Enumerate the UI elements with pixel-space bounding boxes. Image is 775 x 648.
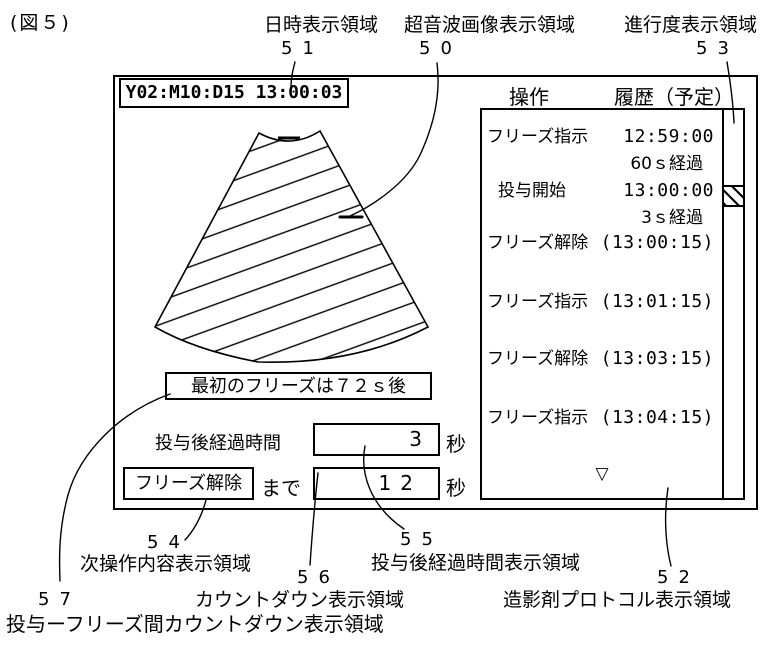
callout-num-56: 56 <box>297 567 340 588</box>
protocol-history-panel: フリーズ指示 12:59:00 60ｓ経過 投与開始 13:00:00 3ｓ経過… <box>480 108 745 500</box>
protocol-row: 3ｓ経過 <box>482 206 722 230</box>
operation-name: フリーズ解除 <box>487 233 589 253</box>
operation-name: フリーズ解除 <box>487 349 589 369</box>
protocol-row: フリーズ解除 (13:00:15) <box>482 231 722 255</box>
figure-caption: (図５) <box>10 12 71 34</box>
elapsed-time-value-box: 3 <box>313 423 440 456</box>
callout-num-55: 55 <box>400 529 443 550</box>
operation-time: 13:00:00 <box>623 180 714 201</box>
protocol-row: フリーズ指示 (13:04:15) <box>482 406 722 430</box>
callout-label-dose-freeze-area: 投与ーフリーズ間カウントダウン表示領域 <box>6 612 384 636</box>
countdown-value-box: 12 <box>313 467 440 500</box>
datetime-display: Y02:M10:D15 13:00:03 <box>119 78 349 108</box>
progress-indicator-strip <box>722 110 743 498</box>
first-freeze-countdown-box: 最初のフリーズは７２ｓ後 <box>165 372 432 400</box>
until-label: まで <box>261 476 301 500</box>
operation-name: フリーズ指示 <box>487 292 589 312</box>
callout-num-57: 57 <box>38 589 81 610</box>
history-column-header-operation: 操作 <box>509 85 549 109</box>
callout-label-progress-area: 進行度表示領域 <box>624 14 758 36</box>
elapsed-note: 3ｓ経過 <box>641 208 703 228</box>
protocol-row: フリーズ解除 (13:03:15) <box>482 347 722 371</box>
protocol-row: フリーズ指示 (13:01:15) <box>482 290 722 314</box>
protocol-row: 投与開始 13:00:00 <box>482 179 722 203</box>
elapsed-time-unit: 秒 <box>446 432 466 456</box>
callout-label-countdown-area: カウントダウン表示領域 <box>195 589 405 611</box>
protocol-row: 60ｓ経過 <box>482 152 722 176</box>
operation-time: (13:03:15) <box>600 348 714 369</box>
ultrasound-sector-image <box>153 129 430 364</box>
operation-time: (13:04:15) <box>600 407 714 428</box>
operation-name: 投与開始 <box>498 181 566 201</box>
triangle-down-icon: ▽ <box>595 464 609 484</box>
callout-label-elapsed-area: 投与後経過時間表示領域 <box>371 552 581 574</box>
operation-time: (13:01:15) <box>600 291 714 312</box>
callout-label-protocol-area: 造影剤プロトコル表示領域 <box>503 589 732 611</box>
operation-name: フリーズ指示 <box>487 408 589 428</box>
callout-num-50: 50 <box>419 38 462 59</box>
callout-label-next-op-area: 次操作内容表示領域 <box>80 553 252 575</box>
countdown-unit: 秒 <box>446 476 466 500</box>
sector-outline <box>153 129 430 364</box>
callout-num-51: 51 <box>281 38 324 59</box>
ultrasound-screen-frame: Y02:M10:D15 13:00:03 操作 履歴（予定） フリーズ指示 12… <box>113 75 758 510</box>
history-column-header-schedule: 履歴（予定） <box>614 85 734 109</box>
operation-time: 12:59:00 <box>623 126 714 147</box>
callout-label-datetime-area: 日時表示領域 <box>264 14 379 36</box>
operation-name: フリーズ指示 <box>487 127 589 147</box>
elapsed-note: 60ｓ経過 <box>630 154 703 174</box>
callout-label-ultrasound-area: 超音波画像表示領域 <box>404 14 576 36</box>
callout-num-52: 52 <box>657 567 700 588</box>
elapsed-time-label: 投与後経過時間 <box>155 433 281 454</box>
callout-num-53: 53 <box>696 38 739 59</box>
callout-num-54: 54 <box>147 532 190 553</box>
operation-time: (13:00:15) <box>600 232 714 253</box>
next-operation-box: フリーズ解除 <box>123 467 254 500</box>
protocol-row: フリーズ指示 12:59:00 <box>482 125 722 149</box>
progress-marker <box>724 185 743 207</box>
